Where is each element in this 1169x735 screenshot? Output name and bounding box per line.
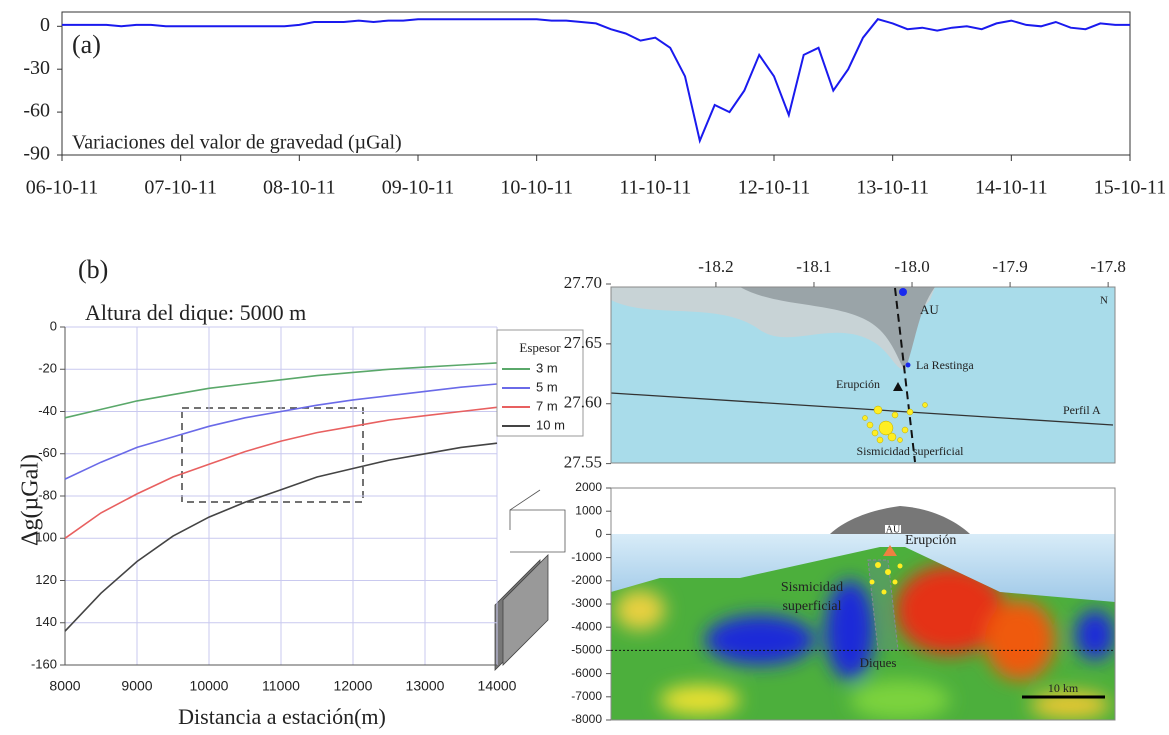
y-tick-label: -1000 <box>571 550 602 564</box>
map-label: La Restinga <box>916 358 974 372</box>
legend-label: 10 m <box>536 417 565 432</box>
data-line <box>64 406 498 539</box>
panel-label: (a) <box>72 30 101 59</box>
y-tick-label: -4000 <box>571 619 602 633</box>
y-tick-label: 27.60 <box>564 393 602 412</box>
plot-frame <box>61 11 1131 156</box>
y-tick-label: 27.65 <box>564 333 602 352</box>
y-tick-label: -2000 <box>571 573 602 587</box>
y-tick-label: -160 <box>31 656 57 671</box>
section-label: AU <box>886 524 901 535</box>
y-tick-label: -20 <box>38 361 57 376</box>
chart-title: Altura del dique: 5000 m <box>85 300 306 325</box>
x-tick-label: 14000 <box>478 678 517 694</box>
x-tick-label: 12-10-11 <box>738 177 811 199</box>
y-tick-label: -30 <box>23 57 50 79</box>
y-tick-label: -40 <box>38 403 57 418</box>
dike-sketch <box>463 480 583 671</box>
x-tick-label: -18.0 <box>894 257 929 276</box>
map-label: Perfil A <box>1063 403 1101 417</box>
x-tick-label: 12000 <box>334 678 373 694</box>
map-image <box>610 286 1116 464</box>
x-tick-label: 9000 <box>121 678 152 694</box>
y-tick-label: 2000 <box>575 480 602 494</box>
x-tick-label: 13-10-11 <box>856 177 929 199</box>
y-tick-label: -5000 <box>571 643 602 657</box>
y-tick-label: -60 <box>23 100 50 122</box>
y-tick-label: -7000 <box>571 689 602 703</box>
legend-label: 5 m <box>536 379 558 394</box>
y-tick-label: 0 <box>40 14 50 36</box>
y-tick-label: -60 <box>38 445 57 460</box>
y-tick-label: 100 <box>35 530 57 545</box>
x-axis-label: Distancia a estación(m) <box>178 704 386 729</box>
series-label: Variaciones del valor de gravedad (µGal) <box>72 132 402 154</box>
y-tick-label: -6000 <box>571 666 602 680</box>
map-label: AU <box>920 302 939 317</box>
map-label: Erupción <box>836 377 880 391</box>
legend-label: 3 m <box>536 360 558 375</box>
data-line <box>64 442 498 632</box>
section-label: 10 km <box>1048 681 1079 695</box>
x-tick-label: 8000 <box>49 678 80 694</box>
x-tick-label: 15-10-11 <box>1094 177 1167 199</box>
y-tick-label: 27.55 <box>564 453 602 472</box>
section-label: Diques <box>860 655 897 670</box>
x-tick-label: 10000 <box>190 678 229 694</box>
x-tick-label: -18.1 <box>796 257 831 276</box>
y-tick-label: 120 <box>35 572 57 587</box>
x-tick-label: 14-10-11 <box>975 177 1048 199</box>
x-tick-label: -17.8 <box>1090 257 1125 276</box>
y-tick-label: 27.70 <box>564 273 602 292</box>
legend-label: 7 m <box>536 398 558 413</box>
x-tick-label: 10-10-11 <box>500 177 573 199</box>
y-tick-label: 0 <box>595 527 602 541</box>
y-tick-label: -3000 <box>571 596 602 610</box>
panel-label: (b) <box>78 255 108 284</box>
x-tick-label: 07-10-11 <box>144 177 217 199</box>
x-tick-label: 13000 <box>406 678 445 694</box>
section-label: Erupción <box>905 533 956 548</box>
y-tick-label: 0 <box>50 318 57 333</box>
x-tick-label: 11000 <box>262 678 300 694</box>
x-tick-label: 09-10-11 <box>382 177 455 199</box>
data-line <box>62 18 1130 144</box>
y-tick-label: -80 <box>38 487 57 502</box>
data-line <box>64 383 498 480</box>
section-image <box>610 487 1116 721</box>
x-tick-label: 11-10-11 <box>619 177 691 199</box>
section-label: Sismicidad <box>781 580 843 595</box>
legend-title: Espesor <box>519 340 561 355</box>
zoom-box <box>181 407 364 503</box>
y-axis-label: Δg(µGal) <box>18 454 44 546</box>
x-tick-label: 06-10-11 <box>26 177 99 199</box>
y-tick-label: -90 <box>23 143 50 165</box>
section-label: superficial <box>782 599 841 614</box>
y-tick-label: 140 <box>35 614 57 629</box>
x-tick-label: 08-10-11 <box>263 177 336 199</box>
map-label: Sismicidad superficial <box>857 444 965 458</box>
y-tick-label: 1000 <box>575 503 602 517</box>
x-tick-label: -17.9 <box>992 257 1027 276</box>
x-tick-label: -18.2 <box>698 257 733 276</box>
legend-box <box>496 329 584 437</box>
map-label: N <box>1100 295 1108 307</box>
data-line <box>64 362 498 419</box>
y-tick-label: -8000 <box>571 712 602 726</box>
